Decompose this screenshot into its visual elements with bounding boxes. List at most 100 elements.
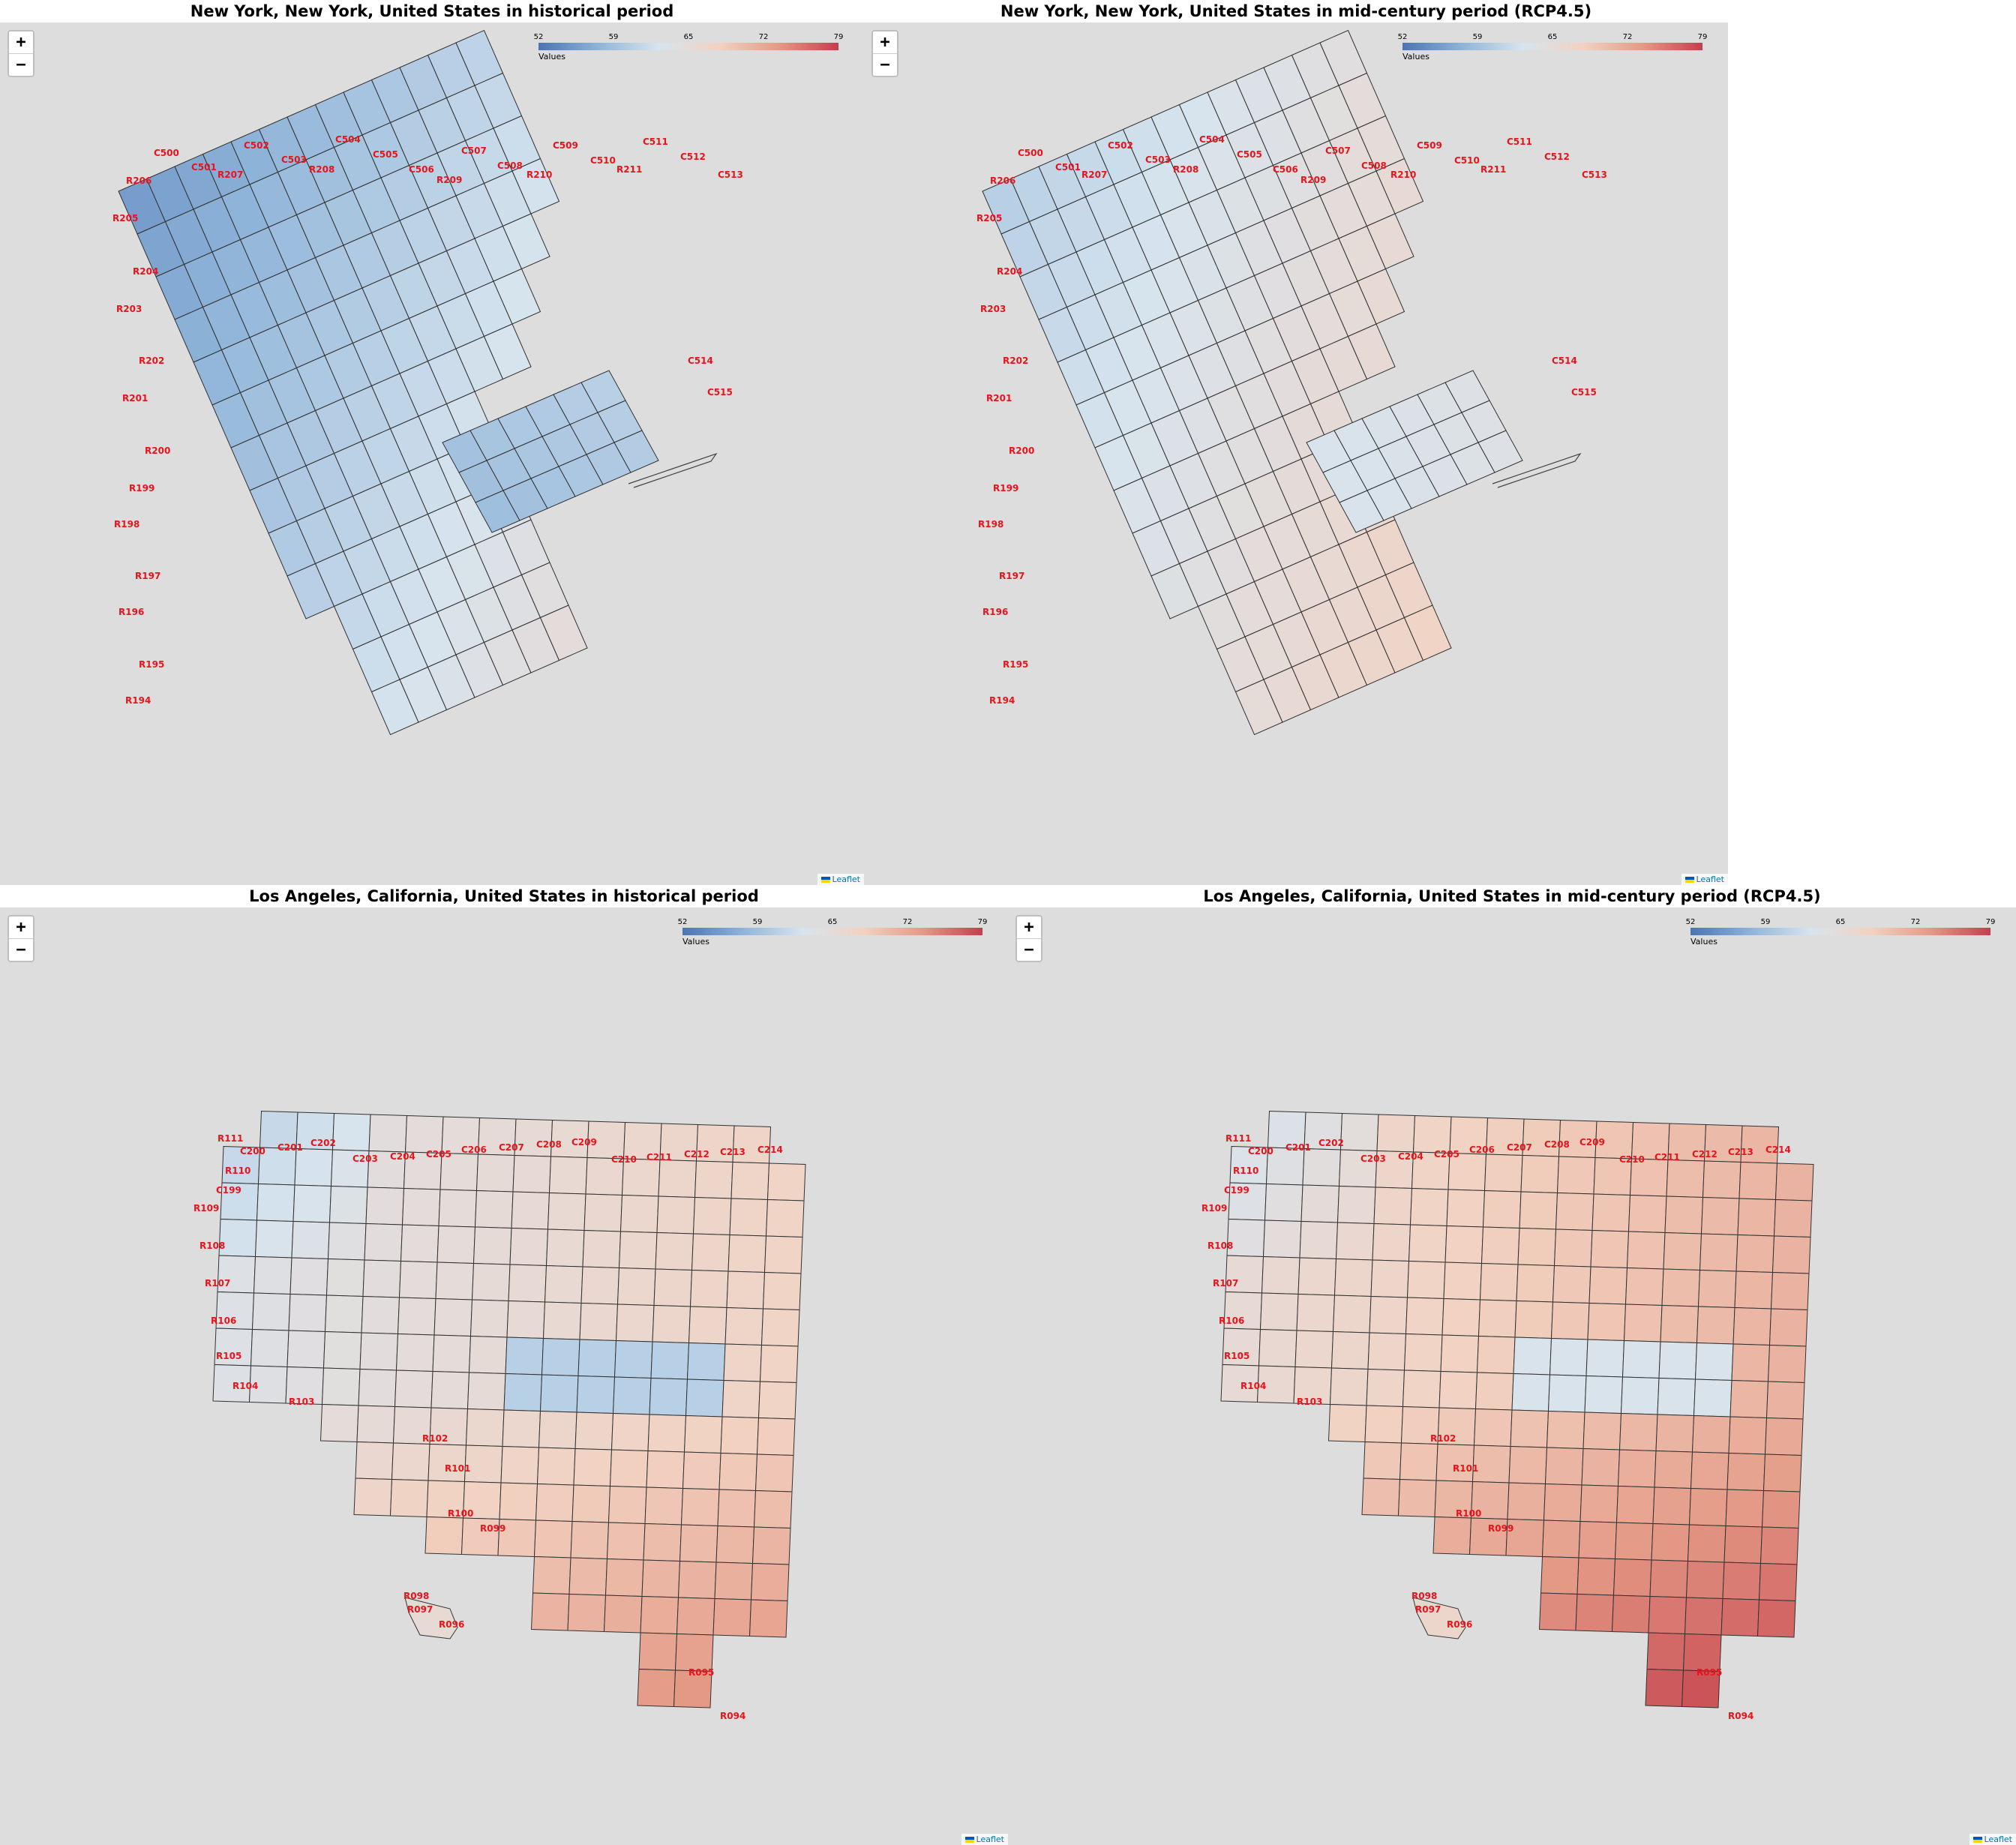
grid-cell[interactable] [646, 1450, 686, 1490]
grid-cell[interactable] [404, 1114, 444, 1154]
choropleth-layer[interactable]: C500 C501 C502 C503 C504 C505 C506 C507 C508 C509… [0, 22, 864, 885]
grid-cell[interactable] [1700, 1196, 1740, 1236]
grid-cell[interactable] [1725, 1489, 1765, 1528]
grid-cell[interactable] [1628, 1194, 1667, 1234]
grid-cell[interactable] [1473, 1408, 1513, 1448]
zoom-out-button[interactable]: − [880, 56, 890, 74]
grid-cell[interactable] [400, 1224, 440, 1263]
grid-cell[interactable] [1691, 1414, 1731, 1454]
grid-cell[interactable] [1369, 1295, 1408, 1335]
grid-cell[interactable] [643, 1522, 682, 1562]
grid-cell[interactable] [766, 1162, 806, 1202]
grid-cell[interactable] [1666, 1159, 1706, 1198]
grid-cell[interactable] [1622, 1340, 1661, 1379]
grid-cell[interactable] [218, 1218, 258, 1258]
grid-cell[interactable] [542, 1301, 582, 1340]
grid-cell[interactable] [1517, 1227, 1557, 1267]
grid-cell[interactable] [1370, 1259, 1410, 1298]
grid-cell[interactable] [398, 1260, 438, 1300]
map-canvas[interactable]: C199 C200 C201 C202 C203 C204 C205 C206 C207 C208… [1008, 908, 2016, 1845]
grid-cell[interactable] [1612, 1558, 1652, 1598]
grid-cell[interactable] [638, 1632, 678, 1671]
grid-cell[interactable] [1300, 1184, 1340, 1223]
zoom-in-button[interactable]: + [1017, 916, 1041, 939]
grid-cell[interactable] [1357, 268, 1406, 325]
grid-cell[interactable] [321, 1367, 361, 1406]
grid-cell[interactable] [1406, 1260, 1446, 1300]
grid-cell[interactable] [358, 1368, 398, 1408]
leaflet-attribution[interactable]: Leaflet [1969, 1834, 2016, 1845]
grid-cell[interactable] [614, 430, 659, 473]
grid-cell[interactable] [573, 1448, 613, 1487]
grid-cell[interactable] [355, 1441, 394, 1480]
grid-cell[interactable] [545, 1228, 585, 1268]
grid-cell[interactable] [1620, 1376, 1660, 1415]
grid-cell[interactable] [655, 1232, 694, 1271]
grid-cell[interactable] [615, 1304, 655, 1342]
grid-cell[interactable] [1555, 1192, 1594, 1232]
grid-cell[interactable] [683, 1414, 723, 1454]
grid-cell[interactable] [1618, 1412, 1658, 1452]
grid-cell[interactable] [1588, 1266, 1628, 1305]
grid-cell[interactable] [1482, 1190, 1522, 1229]
grid-cell[interactable] [692, 1196, 732, 1236]
grid-cell[interactable] [1736, 1234, 1775, 1274]
leaflet-attribution[interactable]: Leaflet [1681, 874, 1728, 885]
grid-cell[interactable] [472, 1226, 512, 1265]
grid-cell[interactable] [359, 1332, 399, 1371]
grid-cell[interactable] [568, 1557, 608, 1596]
grid-cell[interactable] [362, 1259, 402, 1298]
grid-cell[interactable] [1397, 1478, 1437, 1518]
grid-cell[interactable] [1302, 1148, 1342, 1187]
grid-cell[interactable] [765, 1198, 805, 1238]
grid-cell[interactable] [1553, 1228, 1593, 1268]
grid-cell[interactable] [759, 1344, 799, 1384]
grid-cell[interactable] [1688, 1487, 1728, 1527]
grid-cell[interactable] [1587, 1302, 1627, 1342]
grid-cell[interactable] [1657, 1377, 1696, 1417]
attribution-link[interactable]: Leaflet [1696, 874, 1724, 884]
grid-cell[interactable] [253, 1256, 292, 1295]
grid-cell[interactable] [582, 1229, 622, 1269]
grid-cell[interactable] [1693, 1378, 1732, 1418]
zoom-out-button[interactable]: − [16, 940, 26, 959]
grid-cell[interactable] [1294, 1330, 1334, 1369]
grid-cell[interactable] [712, 1598, 752, 1637]
grid-cell[interactable] [332, 1112, 371, 1152]
grid-cell[interactable] [1768, 1308, 1808, 1347]
grid-cell[interactable] [1226, 1218, 1266, 1258]
grid-cell[interactable] [756, 1417, 796, 1456]
grid-cell[interactable] [1556, 1156, 1596, 1195]
grid-cell[interactable] [760, 1308, 800, 1347]
grid-cell[interactable] [493, 268, 542, 325]
grid-cell[interactable] [1258, 1328, 1298, 1368]
grid-cell[interactable] [1508, 1445, 1548, 1485]
grid-cell[interactable] [1767, 1344, 1807, 1384]
grid-cell[interactable] [430, 1370, 470, 1410]
grid-cell[interactable] [512, 1154, 552, 1194]
grid-cell[interactable] [1760, 1526, 1799, 1565]
grid-cell[interactable] [1438, 1370, 1478, 1410]
grid-cell[interactable] [1652, 1486, 1692, 1526]
grid-cell[interactable] [650, 1341, 690, 1380]
grid-cell[interactable] [673, 1670, 712, 1708]
grid-cell[interactable] [365, 1186, 405, 1226]
grid-cell[interactable] [1550, 1301, 1590, 1340]
grid-cell[interactable] [1661, 1268, 1701, 1307]
grid-cell[interactable] [1722, 1562, 1762, 1600]
grid-cell[interactable] [1758, 1562, 1798, 1602]
grid-cell[interactable] [1663, 1232, 1702, 1271]
grid-cell[interactable] [391, 1442, 430, 1481]
grid-cell[interactable] [1446, 1189, 1486, 1228]
grid-cell[interactable] [1474, 1372, 1514, 1411]
grid-cell[interactable] [1443, 1262, 1483, 1300]
grid-cell[interactable] [532, 1556, 572, 1595]
grid-cell[interactable] [547, 1192, 586, 1232]
grid-cell[interactable] [579, 1302, 619, 1342]
grid-cell[interactable] [1549, 1337, 1588, 1377]
grid-cell[interactable] [729, 1198, 769, 1237]
grid-cell[interactable] [1538, 1592, 1578, 1631]
grid-cell[interactable] [567, 1593, 607, 1633]
grid-cell[interactable] [644, 1486, 684, 1526]
grid-cell[interactable] [1363, 1441, 1402, 1480]
